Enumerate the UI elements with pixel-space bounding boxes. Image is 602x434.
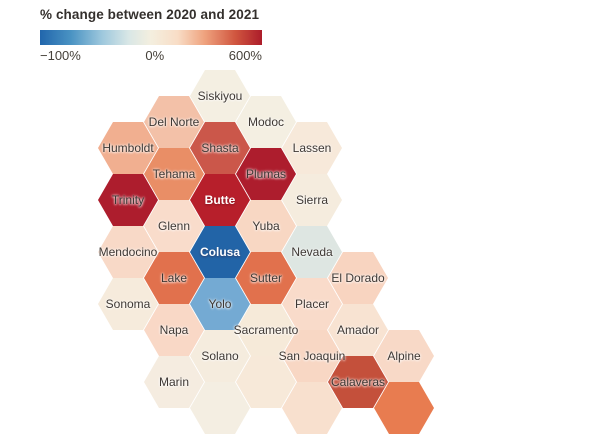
hex-sierra[interactable] [282, 174, 342, 226]
hex-lassen[interactable] [282, 122, 342, 174]
hex-butte[interactable] [190, 174, 250, 226]
hex-trinity[interactable] [98, 174, 158, 226]
hex-humboldt[interactable] [98, 122, 158, 174]
hex-yuba[interactable] [236, 200, 296, 252]
legend-min-label: −100% [40, 48, 81, 63]
hex-shasta[interactable] [190, 122, 250, 174]
hex-plumas[interactable] [236, 148, 296, 200]
legend: % change between 2020 and 2021 −100% 0% … [40, 7, 262, 63]
hex-tehama[interactable] [144, 148, 204, 200]
legend-mid-label: 0% [145, 48, 165, 63]
legend-title: % change between 2020 and 2021 [40, 7, 260, 22]
legend-max-label: 600% [228, 48, 262, 63]
legend-ticks: −100% 0% 600% [40, 48, 262, 63]
hex-glenn[interactable] [144, 200, 204, 252]
legend-gradient-bar [40, 30, 262, 45]
